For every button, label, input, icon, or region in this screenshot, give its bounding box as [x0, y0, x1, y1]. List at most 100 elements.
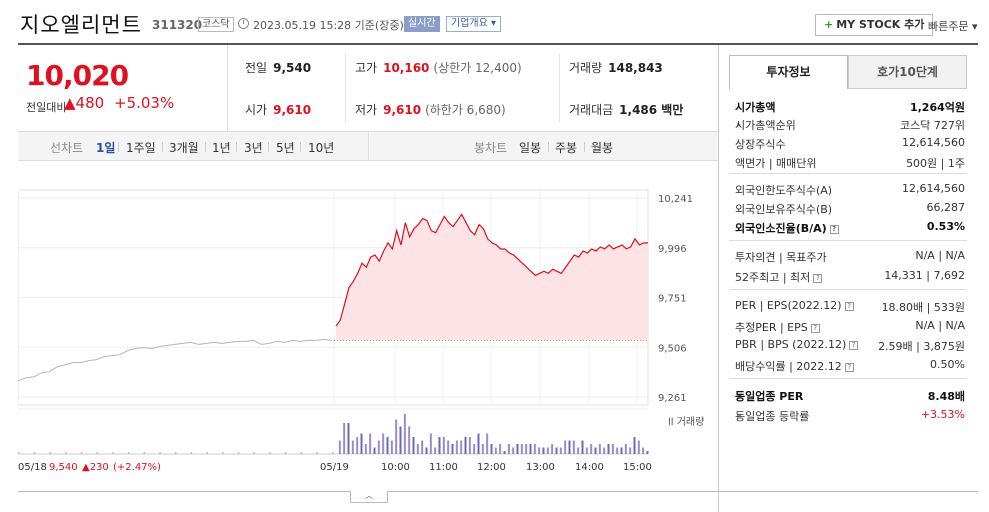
- volume-bar: [425, 447, 428, 454]
- separator: [268, 142, 269, 152]
- quick-order-button[interactable]: 빠른주문 ▾: [928, 20, 978, 33]
- info-row: 액면가 | 매매단위 500원 | 1주: [735, 155, 965, 173]
- help-icon[interactable]: ?: [849, 341, 859, 350]
- trade-amount: 거래대금 1,486 백만: [569, 103, 684, 117]
- info-tabs: 투자정보 호가10단계: [729, 55, 967, 89]
- chevron-right-icon[interactable]: ▸: [737, 120, 742, 129]
- company-overview-button[interactable]: 기업개요 ▾: [446, 16, 501, 32]
- separator: [162, 142, 163, 152]
- volume-bar: [284, 452, 287, 454]
- info-value: 12,614,560: [902, 136, 965, 149]
- line-chart-label: 선차트: [50, 141, 84, 155]
- info-value: 14,331 | 7,692: [884, 269, 965, 282]
- my-stock-add-label: MY STOCK 추가: [836, 18, 925, 31]
- info-row: 투자의견 | 목표주가 N/A | N/A: [735, 249, 965, 267]
- volume-bar: [455, 440, 458, 454]
- info-value: +3.53%: [920, 408, 965, 421]
- info-row: PBR | BPS (2022.12)? 2.59배 | 3,875원: [735, 338, 965, 356]
- my-stock-add-button[interactable]: + MY STOCK 추가: [815, 14, 934, 36]
- chevron-right-icon[interactable]: ▸: [737, 391, 742, 400]
- volume-bar: [564, 440, 567, 454]
- volume-bar: [464, 437, 467, 454]
- period-1d[interactable]: 1일: [96, 141, 116, 155]
- help-icon[interactable]: ?: [844, 363, 854, 372]
- volume-bar: [429, 433, 432, 454]
- plus-icon: +: [824, 18, 834, 31]
- volume-bar: [190, 452, 193, 454]
- x-tick-label: 05/18: [18, 462, 47, 473]
- stock-code: 311320: [152, 18, 203, 32]
- volume-bar: [386, 437, 389, 454]
- chevron-right-icon[interactable]: ▸: [737, 411, 742, 420]
- volume-bar: [546, 447, 549, 454]
- info-key: PBR | BPS (2022.12)?: [735, 338, 859, 351]
- info-value: 12,614,560: [902, 182, 965, 195]
- help-icon[interactable]: ?: [810, 324, 820, 333]
- header-divider: [18, 43, 978, 45]
- today-area-fill: [336, 214, 648, 341]
- info-key[interactable]: 동일업종 PER: [735, 390, 804, 403]
- volume-bar: [356, 437, 359, 454]
- volume-bar: [538, 447, 541, 454]
- candle-weekly[interactable]: 주봉: [555, 141, 578, 155]
- volume-bar: [403, 414, 406, 454]
- prev-day-pct: (+2.47%): [113, 462, 161, 473]
- volume-bar: [438, 437, 441, 454]
- volume-bar: [460, 440, 463, 454]
- prev-day-series-line: [17, 338, 333, 382]
- stock-name: 지오엘리먼트: [20, 13, 142, 37]
- y-tick-label: 9,261: [658, 393, 687, 404]
- price-chart[interactable]: 10,241 9,996 9,751 9,506 9,261 ll 거래량 05/18 05/…: [17, 161, 718, 491]
- volume-bar: [568, 440, 571, 454]
- volume-bar: [590, 444, 593, 454]
- x-tick-label: 11:00: [429, 462, 458, 473]
- help-icon[interactable]: ?: [829, 225, 839, 234]
- candle-monthly[interactable]: 월봉: [591, 141, 614, 155]
- tab-orderbook[interactable]: 호가10단계: [848, 55, 967, 89]
- info-value: 0.53%: [926, 220, 965, 233]
- x-tick-label: 12:00: [477, 462, 506, 473]
- info-key[interactable]: 시가총액순위: [735, 119, 796, 132]
- volume-bar: [127, 452, 130, 454]
- period-10y[interactable]: 10년: [308, 141, 335, 155]
- info-key[interactable]: 동일업종 등락률: [735, 410, 810, 423]
- help-icon[interactable]: ?: [844, 302, 854, 311]
- open-price: 시가 9,610: [245, 103, 312, 117]
- info-row: PER | EPS(2022.12)? 18.80배 | 533원: [735, 299, 965, 317]
- volume-bar: [343, 423, 346, 454]
- separator: [548, 142, 549, 152]
- period-3y[interactable]: 3년: [244, 141, 263, 155]
- volume-bar: [316, 452, 318, 454]
- volume-bar: [447, 440, 450, 454]
- today-series-line: [335, 213, 648, 327]
- volume-bar: [399, 426, 402, 454]
- y-tick-label: 9,996: [658, 244, 687, 255]
- help-icon[interactable]: ?: [813, 274, 823, 283]
- separator: [205, 142, 206, 152]
- volume-bar: [503, 451, 506, 454]
- prev-close: 전일 9,540: [245, 61, 312, 75]
- volume-bar: [80, 452, 83, 454]
- volume-bar: [112, 452, 114, 454]
- volume-bar: [646, 451, 649, 454]
- volume-bar: [620, 447, 623, 454]
- volume-bar: [434, 447, 437, 454]
- volume-bar: [65, 452, 67, 454]
- collapse-button[interactable]: ︿: [350, 491, 388, 503]
- period-3m[interactable]: 3개월: [169, 141, 199, 155]
- period-5y[interactable]: 5년: [276, 141, 295, 155]
- volume-bar: [512, 447, 515, 454]
- info-value: N/A | N/A: [915, 249, 965, 262]
- realtime-button[interactable]: 실시간: [404, 16, 440, 32]
- invest-info-panel: 투자정보 호가10단계 시가총액 1,264억원 시가총액순위 ▸ 코스닥 727위 상장…: [718, 45, 978, 512]
- info-key: 외국인보유주식수(B): [735, 203, 833, 216]
- volume-bar: [572, 440, 575, 454]
- period-1y[interactable]: 1년: [212, 141, 231, 155]
- volume-bar: [96, 452, 98, 454]
- period-1w[interactable]: 1주일: [126, 141, 156, 155]
- stock-header: 지오엘리먼트 311320 코스닥 2023.05.19 15:28 기준(장중…: [0, 0, 989, 45]
- volume-bar: [442, 437, 445, 454]
- candle-daily[interactable]: 일봉: [519, 141, 542, 155]
- tab-invest-info[interactable]: 투자정보: [729, 55, 848, 89]
- info-value: 1,264억원: [909, 101, 965, 114]
